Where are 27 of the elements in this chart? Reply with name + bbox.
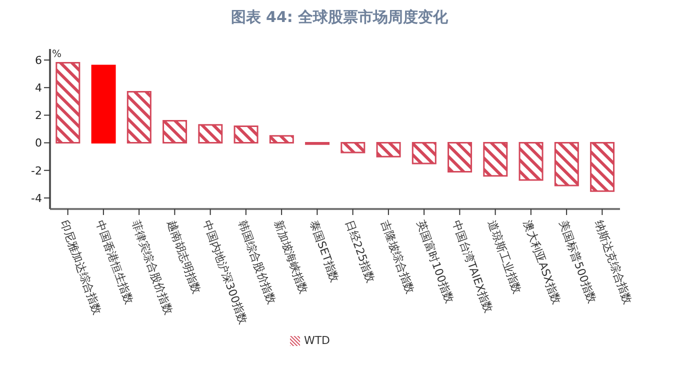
y-axis-title: % (52, 49, 62, 60)
bar (412, 142, 436, 164)
legend-label: WTD (304, 334, 330, 347)
bar (590, 142, 615, 192)
bar (126, 91, 152, 144)
y-tick-label: -4 (31, 192, 42, 205)
y-tick-label: 4 (35, 82, 42, 95)
bar (234, 125, 258, 144)
bar (162, 120, 188, 144)
bar (518, 142, 544, 181)
bar (448, 142, 472, 173)
bar (340, 142, 366, 154)
bar (198, 124, 223, 144)
x-tick-label: 日经225指数 (342, 218, 378, 284)
y-tick-label: -2 (31, 164, 42, 178)
y-tick-label: 0 (35, 136, 42, 150)
bar (56, 62, 80, 144)
bar (376, 142, 401, 158)
chart-title: 图表 44: 全球股票市场周度变化 (230, 8, 450, 27)
bar (91, 64, 116, 144)
bar (483, 142, 508, 177)
bar (269, 135, 294, 144)
x-tick-label: 吉隆坡综合指数 (378, 218, 417, 296)
x-tick-label: 泰国SET指数 (307, 218, 342, 284)
y-tick-label: 2 (35, 109, 42, 122)
bar (554, 142, 579, 186)
y-tick-label: 6 (35, 54, 42, 67)
